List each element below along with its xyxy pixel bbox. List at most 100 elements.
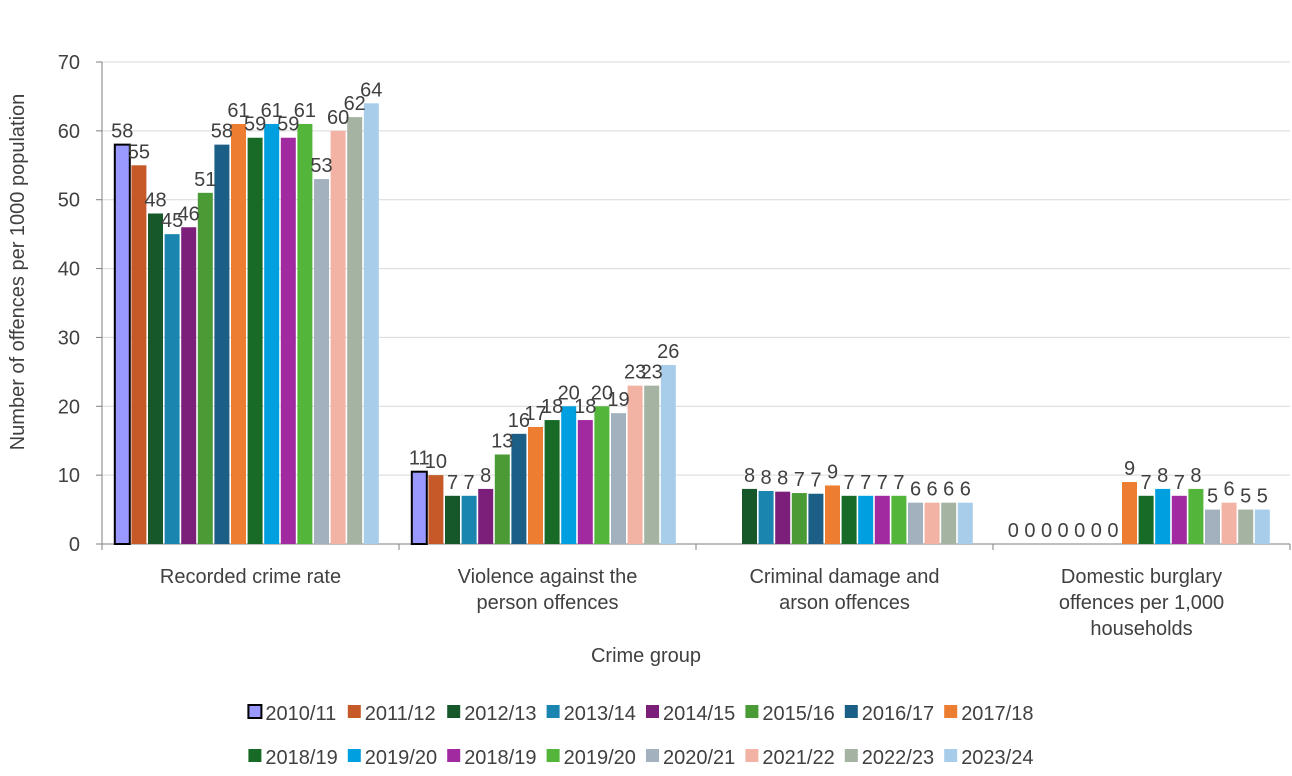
- data-label: 60: [327, 107, 349, 129]
- bar: [347, 117, 363, 544]
- legend-swatch: [944, 749, 958, 762]
- bar: [1205, 509, 1220, 544]
- bar: [1254, 509, 1270, 544]
- data-label: 61: [261, 100, 283, 122]
- data-label: 7: [877, 472, 888, 494]
- legend-label: 2012/13: [464, 703, 536, 725]
- legend-label: 2022/23: [862, 747, 934, 769]
- data-label: 59: [244, 114, 266, 136]
- data-label: 48: [144, 189, 166, 211]
- legend-swatch: [745, 705, 759, 718]
- data-label: 7: [810, 470, 821, 492]
- legend-item: 2022/23: [844, 747, 934, 769]
- legend: 2010/11 2011/12 2012/13 2013/14 2014/15 2015/…: [247, 703, 1033, 769]
- legend-label: 2015/16: [762, 703, 834, 725]
- bar: [808, 493, 824, 544]
- data-label: 8: [1157, 465, 1168, 487]
- data-label: 62: [344, 93, 366, 115]
- y-tick-label: 30: [58, 327, 80, 349]
- data-label: 58: [111, 121, 133, 143]
- data-label: 20: [591, 382, 613, 404]
- bar: [908, 502, 923, 544]
- data-label: 5: [1240, 486, 1251, 508]
- y-tick-label: 70: [58, 52, 80, 74]
- legend-label: 2020/21: [663, 747, 735, 769]
- bar: [445, 495, 460, 544]
- bar: [1122, 482, 1137, 544]
- data-label: 26: [657, 341, 679, 363]
- legend-swatch: [347, 705, 361, 718]
- data-label: 61: [227, 100, 249, 122]
- y-axis: 0 10 20 30 40 50 60 70: [58, 52, 103, 556]
- legend-label: 2018/19: [265, 747, 337, 769]
- data-label: 9: [827, 461, 838, 483]
- data-label: 0: [1074, 520, 1085, 542]
- bar: [428, 475, 444, 544]
- bar: [644, 385, 660, 544]
- legend-swatch: [745, 749, 759, 762]
- bar: [775, 491, 791, 544]
- legend-swatch: [546, 749, 560, 762]
- bar: [511, 433, 527, 544]
- bar: [280, 137, 296, 544]
- bar: [264, 123, 280, 544]
- bar: [247, 137, 263, 544]
- data-label: 7: [794, 469, 805, 491]
- x-axis-title: Crime group: [591, 645, 701, 667]
- bar: [314, 179, 329, 545]
- legend-item: 2023/24: [944, 747, 1033, 769]
- data-label: 46: [178, 203, 200, 225]
- data-label: 8: [1190, 465, 1201, 487]
- data-label: 0: [1091, 520, 1102, 542]
- data-label: 59: [277, 114, 299, 136]
- bar: [330, 130, 346, 544]
- data-label: 0: [1008, 520, 1019, 542]
- bar: [148, 213, 163, 544]
- data-label: 53: [310, 155, 332, 177]
- data-label: 6: [927, 479, 938, 501]
- data-label: 6: [1224, 479, 1235, 501]
- y-tick-label: 60: [58, 121, 80, 143]
- data-label: 17: [524, 403, 546, 425]
- bar: [181, 227, 197, 544]
- legend-label: 2021/22: [762, 747, 834, 769]
- bar: [297, 123, 313, 544]
- legend-label: 2011/12: [365, 703, 436, 725]
- legend-item: 2019/20: [546, 747, 636, 769]
- data-label: 7: [844, 472, 855, 494]
- data-label: 18: [541, 396, 563, 418]
- bar: [791, 493, 807, 544]
- legend-swatch: [546, 705, 560, 718]
- legend-item: 2014/15: [646, 703, 735, 725]
- data-label: 45: [161, 210, 183, 232]
- y-tick-label: 40: [58, 259, 80, 281]
- y-tick-label: 10: [58, 465, 80, 487]
- bar: [924, 502, 940, 544]
- legend-label: 2017/18: [961, 703, 1033, 725]
- legend-item: 2013/14: [546, 703, 636, 725]
- bar: [1221, 502, 1237, 544]
- bar: [874, 495, 890, 544]
- legend-item: 2017/18: [944, 703, 1033, 725]
- x-tick-label: Violence against the person offences: [458, 566, 638, 614]
- legend-item: 2020/21: [646, 747, 735, 769]
- data-label: 19: [607, 389, 629, 411]
- bars: [113, 103, 1270, 546]
- bar: [660, 364, 676, 544]
- legend-item: 2011/12: [347, 703, 436, 725]
- data-label: 18: [574, 396, 596, 418]
- bar: [131, 165, 147, 545]
- bar: [1171, 495, 1187, 544]
- bar: [957, 502, 973, 544]
- bar: [494, 454, 510, 544]
- bar: [577, 420, 593, 544]
- x-tick-label: Criminal damage and arson offences: [749, 566, 939, 614]
- legend-swatch: [248, 749, 262, 762]
- legend-label: 2023/24: [961, 747, 1033, 769]
- data-label: 8: [761, 467, 772, 489]
- data-label: 61: [294, 100, 316, 122]
- legend-swatch: [247, 704, 263, 719]
- data-label: 13: [491, 430, 513, 452]
- data-label: 55: [128, 141, 150, 163]
